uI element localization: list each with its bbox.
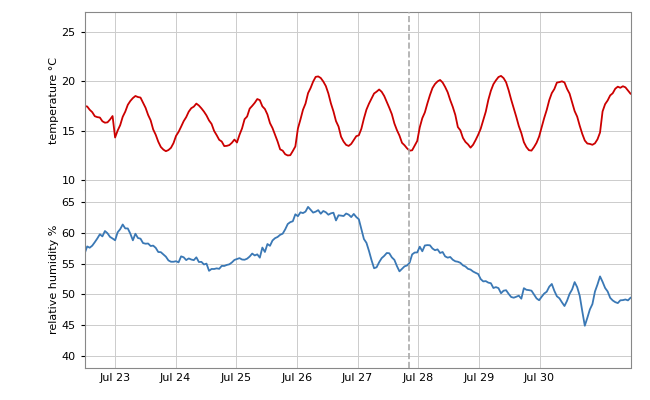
Y-axis label: temperature °C: temperature °C [49, 58, 58, 144]
Y-axis label: relative humidity %: relative humidity % [49, 224, 58, 334]
